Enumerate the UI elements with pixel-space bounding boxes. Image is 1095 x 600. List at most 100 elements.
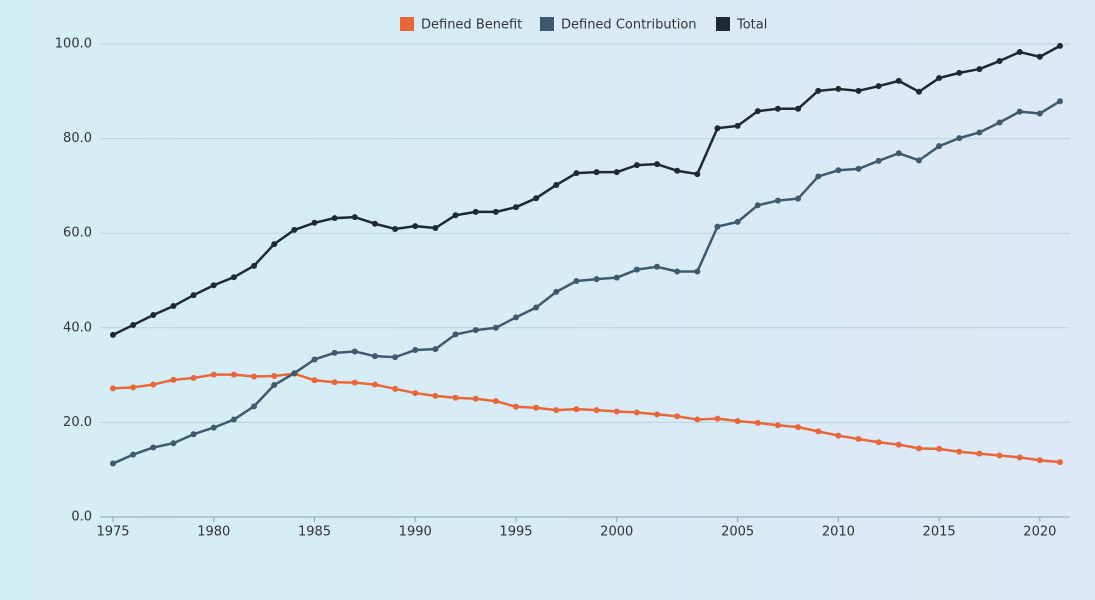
data-point bbox=[895, 77, 902, 84]
data-point bbox=[251, 373, 258, 380]
data-point bbox=[613, 274, 620, 281]
data-point bbox=[613, 408, 620, 415]
data-point bbox=[674, 268, 681, 275]
data-point bbox=[875, 157, 882, 164]
x-tick-label: 1990 bbox=[399, 525, 432, 540]
data-point bbox=[1057, 459, 1063, 466]
data-point bbox=[774, 422, 781, 429]
x-tick-label: 2015 bbox=[923, 525, 956, 540]
data-point bbox=[996, 58, 1003, 65]
data-point bbox=[150, 381, 157, 388]
data-point bbox=[996, 119, 1003, 126]
data-point bbox=[392, 385, 399, 392]
legend-label: Total bbox=[736, 18, 767, 33]
data-point bbox=[694, 171, 701, 178]
data-point bbox=[593, 276, 600, 283]
data-point bbox=[553, 288, 560, 295]
data-point bbox=[875, 439, 882, 446]
data-point bbox=[795, 195, 802, 202]
data-point bbox=[533, 404, 540, 411]
data-point bbox=[291, 370, 298, 377]
data-point bbox=[170, 303, 177, 310]
y-tick-label: 0.0 bbox=[71, 510, 92, 525]
data-point bbox=[492, 398, 499, 405]
data-point bbox=[251, 262, 258, 269]
data-point bbox=[633, 266, 640, 273]
data-point bbox=[593, 407, 600, 414]
data-point bbox=[251, 403, 258, 410]
data-point bbox=[936, 143, 943, 150]
data-point bbox=[996, 452, 1003, 459]
data-point bbox=[774, 197, 781, 204]
data-point bbox=[412, 223, 419, 230]
data-point bbox=[956, 69, 963, 76]
data-point bbox=[271, 382, 278, 389]
data-point bbox=[875, 83, 882, 90]
data-point bbox=[915, 88, 922, 95]
y-tick-label: 100.0 bbox=[55, 37, 92, 52]
x-tick-label: 2000 bbox=[600, 525, 633, 540]
data-point bbox=[210, 282, 217, 289]
data-point bbox=[855, 165, 862, 172]
data-point bbox=[936, 445, 943, 452]
data-point bbox=[573, 277, 580, 284]
data-point bbox=[654, 161, 661, 168]
data-point bbox=[533, 195, 540, 202]
data-point bbox=[452, 212, 459, 219]
legend-swatch bbox=[540, 17, 554, 31]
data-point bbox=[331, 215, 338, 222]
data-point bbox=[130, 451, 137, 458]
data-point bbox=[110, 385, 116, 392]
data-point bbox=[774, 105, 781, 112]
data-point bbox=[170, 440, 177, 447]
data-point bbox=[815, 173, 822, 180]
legend-swatch bbox=[716, 17, 730, 31]
x-tick-label: 1995 bbox=[499, 525, 532, 540]
data-point bbox=[271, 373, 278, 380]
data-point bbox=[512, 403, 519, 410]
data-point bbox=[210, 371, 217, 378]
data-point bbox=[472, 395, 479, 402]
data-point bbox=[432, 392, 439, 399]
data-point bbox=[795, 105, 802, 112]
y-tick-label: 60.0 bbox=[63, 226, 92, 241]
data-point bbox=[573, 406, 580, 413]
data-point bbox=[936, 75, 943, 82]
data-point bbox=[795, 424, 802, 431]
data-point bbox=[230, 371, 237, 378]
data-point bbox=[371, 381, 378, 388]
data-point bbox=[230, 274, 237, 281]
data-point bbox=[714, 125, 721, 132]
data-point bbox=[311, 356, 318, 363]
series-line bbox=[112, 44, 1061, 337]
data-point bbox=[271, 241, 278, 248]
data-point bbox=[412, 347, 419, 354]
data-point bbox=[512, 204, 519, 211]
data-point bbox=[714, 223, 721, 230]
data-point bbox=[633, 162, 640, 169]
data-point bbox=[351, 379, 358, 386]
data-point bbox=[130, 321, 137, 328]
data-point bbox=[230, 416, 237, 423]
data-point bbox=[714, 415, 721, 422]
data-point bbox=[311, 219, 318, 226]
data-point bbox=[1057, 42, 1063, 49]
data-point bbox=[331, 349, 338, 356]
data-point bbox=[855, 87, 862, 94]
data-point bbox=[432, 224, 439, 231]
y-tick-label: 20.0 bbox=[63, 415, 92, 430]
data-point bbox=[110, 460, 116, 467]
data-point bbox=[130, 384, 137, 391]
data-point bbox=[1057, 98, 1063, 105]
data-point bbox=[371, 220, 378, 227]
data-point bbox=[835, 85, 842, 92]
data-point bbox=[412, 390, 419, 397]
data-point bbox=[654, 411, 661, 418]
data-point bbox=[754, 202, 761, 209]
data-point bbox=[553, 407, 560, 414]
data-point bbox=[815, 87, 822, 94]
data-point bbox=[674, 167, 681, 174]
y-tick-label: 80.0 bbox=[63, 131, 92, 146]
data-point bbox=[1016, 108, 1023, 115]
